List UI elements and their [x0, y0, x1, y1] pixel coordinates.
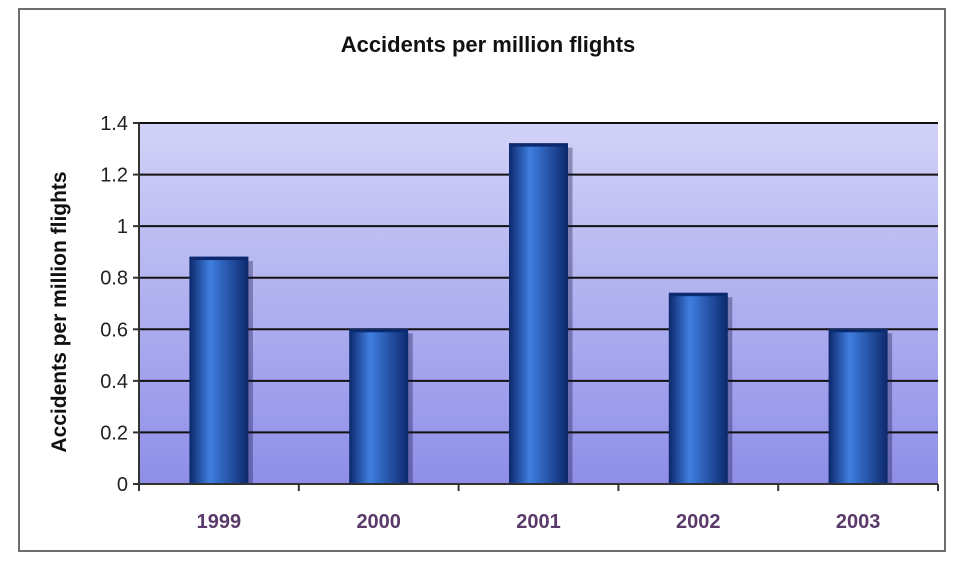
x-tick-labels: 1999 2000 2001 2002 2003	[197, 511, 881, 533]
y-tick-label: 0.4	[100, 371, 128, 393]
bar-cap	[669, 293, 728, 297]
y-tick-label: 1	[117, 216, 128, 238]
bar-cap	[509, 143, 568, 147]
bar-1999	[189, 256, 249, 485]
y-tick-label: 1.4	[100, 113, 128, 135]
chart-title: Accidents per million flights	[341, 32, 636, 57]
bar-2002	[668, 292, 728, 485]
bar-cap	[349, 329, 408, 333]
bars	[189, 143, 893, 485]
y-tick-label: 0.2	[100, 422, 128, 444]
y-axis-label: Accidents per million flights	[48, 171, 71, 452]
x-tick-label-2001: 2001	[516, 511, 561, 533]
x-tick-label-2000: 2000	[356, 511, 401, 533]
x-tick-label-2003: 2003	[836, 511, 881, 533]
bar-cap	[189, 257, 248, 261]
y-tick-label: 0.6	[100, 319, 128, 341]
y-tick-label: 0.8	[100, 268, 128, 290]
x-tick-label-1999: 1999	[197, 511, 242, 533]
y-tick-label: 0	[117, 474, 128, 496]
bar-2003	[828, 328, 888, 485]
bar-2000	[349, 328, 409, 485]
axes	[138, 123, 939, 491]
bar-2001	[509, 143, 568, 485]
bar-cap	[829, 329, 888, 333]
y-tick-label: 1.2	[100, 165, 128, 187]
x-tick-label-2002: 2002	[676, 511, 721, 533]
y-tick-labels: 0 0.2 0.4 0.6 0.8 1 1.2 1.4	[100, 113, 128, 496]
